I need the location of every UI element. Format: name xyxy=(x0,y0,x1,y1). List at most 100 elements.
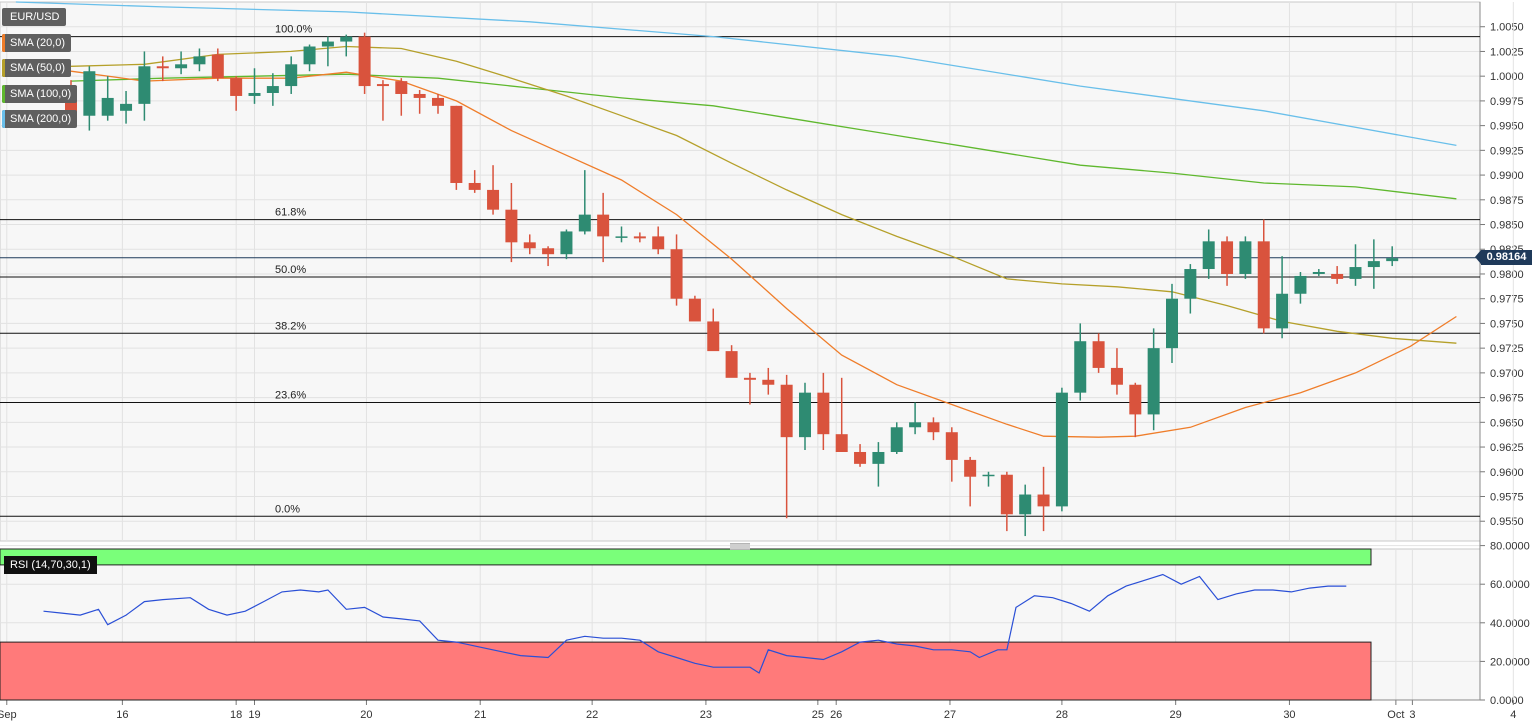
fibonacci-level-label: 38.2% xyxy=(275,320,306,332)
candlestick xyxy=(964,456,977,507)
time-tick-label: Oct xyxy=(1387,709,1404,721)
candlestick xyxy=(688,295,701,322)
candlestick xyxy=(1221,236,1234,286)
price-tick-label: 0.9600 xyxy=(1490,467,1524,479)
candlestick xyxy=(230,76,243,111)
candle-body xyxy=(982,474,995,477)
candlestick xyxy=(1110,348,1123,395)
time-tick-label: 27 xyxy=(944,709,956,721)
candle-body xyxy=(578,214,591,232)
price-tick-label: 0.9950 xyxy=(1490,121,1524,133)
time-tick-label: 21 xyxy=(474,709,486,721)
candlestick xyxy=(1257,219,1270,334)
candle-body xyxy=(688,298,701,322)
sma20-legend[interactable]: SMA (20,0) xyxy=(2,34,72,52)
sma100-legend[interactable]: SMA (100,0) xyxy=(2,85,78,103)
candlestick xyxy=(1202,229,1215,279)
candlestick xyxy=(1367,239,1380,289)
candlestick xyxy=(358,32,371,94)
candlestick xyxy=(927,417,940,441)
price-tick-label: 0.9625 xyxy=(1490,442,1524,454)
candle-body xyxy=(964,459,977,477)
candle-body xyxy=(138,66,151,104)
candle-body xyxy=(1166,298,1178,349)
rsi-line xyxy=(43,573,1347,674)
time-tick-label: 4 xyxy=(1510,709,1516,721)
sma200-legend[interactable]: SMA (200,0) xyxy=(2,110,78,128)
candlestick xyxy=(780,374,793,519)
price-tick-label: 1.0025 xyxy=(1490,46,1524,58)
candle-body xyxy=(1110,367,1123,385)
candlestick xyxy=(487,165,500,215)
sma200-line xyxy=(15,1,1457,147)
candlestick xyxy=(743,372,756,405)
fibonacci-level-label: 0.0% xyxy=(275,503,300,515)
time-tick-label: 30 xyxy=(1283,709,1295,721)
candlestick xyxy=(1000,471,1013,532)
rsi-overbought-zone xyxy=(0,548,1372,566)
candle-body xyxy=(652,236,665,250)
candle-body xyxy=(505,209,518,243)
candle-body xyxy=(909,422,922,428)
pane-resize-handle[interactable] xyxy=(730,543,750,550)
candle-body xyxy=(468,182,481,190)
rsi-legend[interactable]: RSI (14,70,30,1) xyxy=(4,556,97,574)
candlestick xyxy=(854,444,867,467)
candle-body xyxy=(156,66,169,69)
time-tick-label: 3 xyxy=(1409,709,1415,721)
symbol-legend[interactable]: EUR/USD xyxy=(2,8,66,26)
candlestick xyxy=(1055,387,1068,512)
candle-body xyxy=(211,54,224,79)
time-tick-label: 29 xyxy=(1170,709,1182,721)
sma200-label: SMA (200,0) xyxy=(10,113,72,125)
candle-body xyxy=(890,427,903,452)
rsi-tick-label: 80.0000 xyxy=(1490,541,1530,553)
candlestick xyxy=(468,170,481,193)
candle-body xyxy=(762,379,775,385)
price-tick-label: 0.9975 xyxy=(1490,96,1524,108)
candle-body xyxy=(1129,384,1142,415)
time-tick-label: 28 xyxy=(1056,709,1068,721)
candle-body xyxy=(633,236,646,239)
price-tick-label: 1.0000 xyxy=(1490,71,1524,83)
candlestick xyxy=(1276,256,1289,339)
candlestick xyxy=(762,367,775,395)
rsi-tick-label: 40.0000 xyxy=(1490,618,1530,630)
candlestick xyxy=(303,44,316,72)
sma50-label: SMA (50,0) xyxy=(10,62,66,74)
candlestick xyxy=(321,36,334,67)
price-pane xyxy=(0,1,1481,542)
candlestick xyxy=(670,234,683,306)
candle-body xyxy=(945,432,958,460)
candlestick xyxy=(835,377,848,452)
candle-body xyxy=(1221,241,1234,274)
candlestick xyxy=(101,76,114,121)
candle-body xyxy=(83,71,96,116)
candle-body xyxy=(321,41,334,47)
candlestick xyxy=(432,93,444,114)
candlestick xyxy=(248,68,261,104)
sma20-line xyxy=(70,70,1457,438)
candle-body xyxy=(120,103,133,111)
price-tick-label: 0.9875 xyxy=(1490,195,1524,207)
candlestick xyxy=(376,80,389,121)
candle-body xyxy=(799,392,811,438)
candlestick xyxy=(83,66,96,131)
sma50-legend[interactable]: SMA (50,0) xyxy=(2,59,72,77)
candlestick xyxy=(1166,283,1178,363)
candlestick xyxy=(395,78,408,116)
candle-body xyxy=(835,434,848,452)
candle-body xyxy=(872,451,885,464)
candlestick xyxy=(1294,271,1307,304)
candle-body xyxy=(340,36,353,42)
fibonacci-level-label: 50.0% xyxy=(275,264,306,276)
sma100-swatch xyxy=(2,85,5,103)
candlestick xyxy=(175,51,188,75)
candle-body xyxy=(1037,494,1050,507)
candle-body xyxy=(707,321,720,352)
candle-body xyxy=(1239,241,1252,274)
candlestick xyxy=(542,246,555,267)
sma100-label: SMA (100,0) xyxy=(10,88,72,100)
candle-body xyxy=(670,249,683,299)
